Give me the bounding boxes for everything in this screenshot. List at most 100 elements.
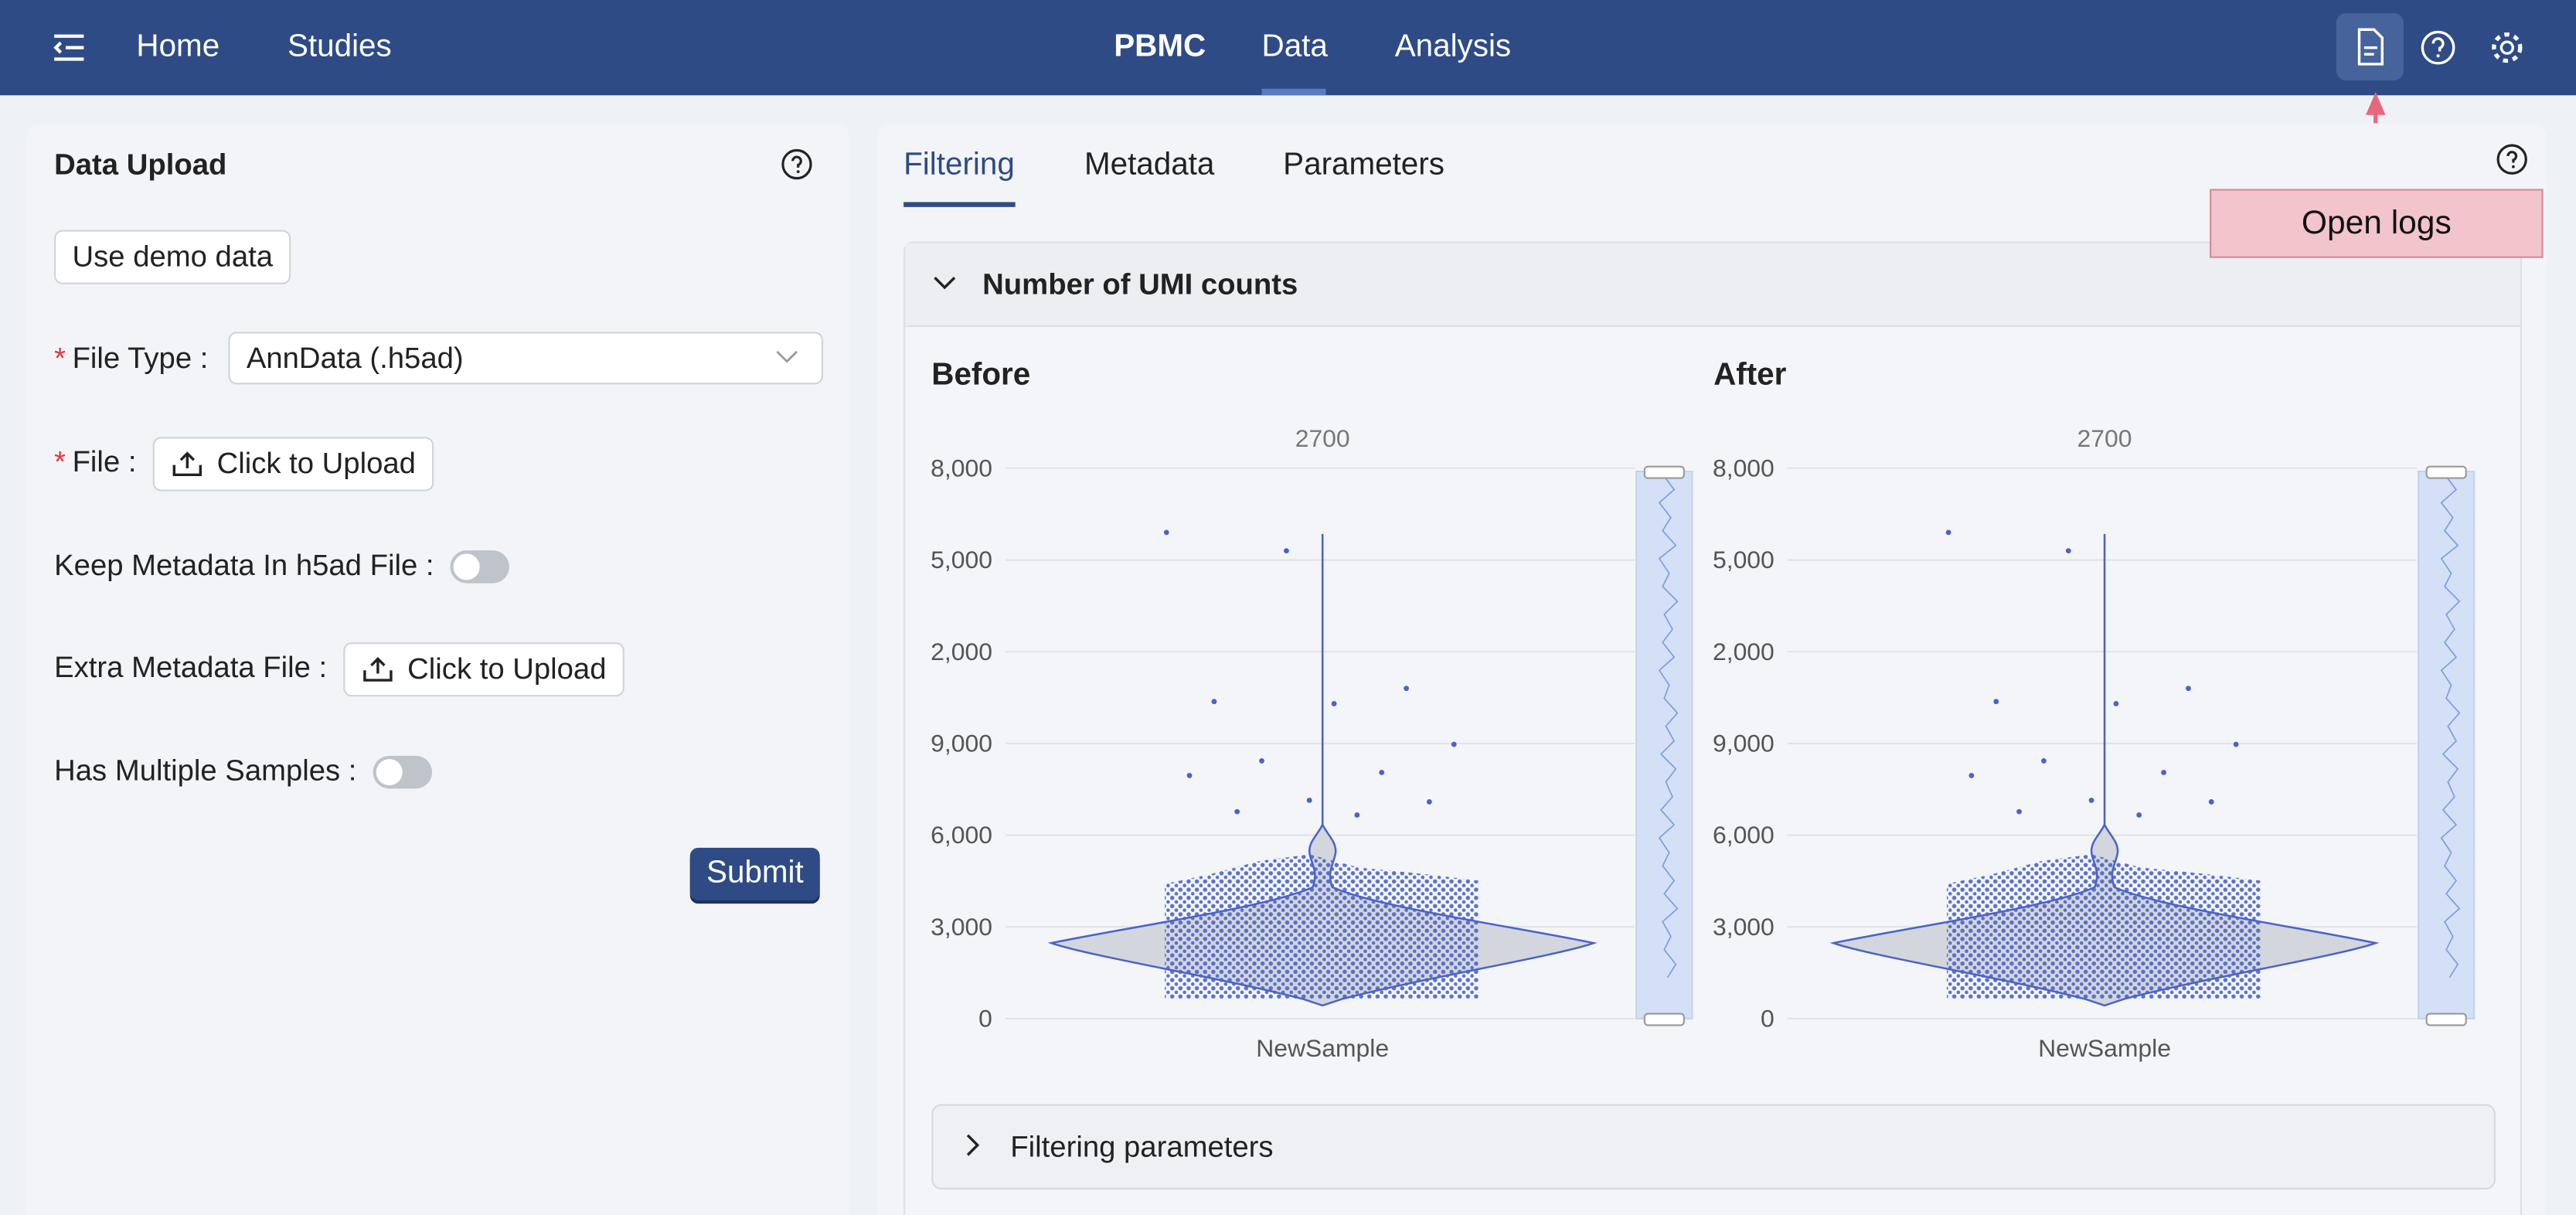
settings-icon[interactable]: [2489, 29, 2525, 66]
demo-button[interactable]: Use demo data: [54, 230, 291, 284]
outlier-point: [1284, 548, 1289, 554]
y-tick-label: 6,000: [931, 821, 992, 849]
outlier-point: [1451, 741, 1457, 747]
filtering-title: Filtering parameters: [1010, 1130, 1274, 1163]
select[interactable]: AnnData (.h5ad): [228, 332, 823, 385]
nav-item[interactable]: PBMC: [1114, 29, 1206, 64]
range-slider: [1635, 471, 1693, 1019]
field-label: * File :: [54, 445, 136, 480]
logs-button[interactable]: [2336, 13, 2404, 81]
label-text: Has Multiple Samples :: [54, 754, 357, 788]
upload-button[interactable]: Click to Upload: [152, 437, 434, 492]
chart-title: After: [1713, 358, 1787, 393]
collapse-header[interactable]: Number of UMI counts: [905, 243, 2520, 328]
y-tick-label: 9,000: [1713, 730, 1775, 757]
tab-indicator: [903, 202, 1016, 207]
outlier-point: [1379, 770, 1385, 775]
upload-button[interactable]: Click to Upload: [343, 642, 624, 697]
y-tick-label: 15,000: [1713, 546, 1775, 573]
count-label: 2700: [1295, 424, 1350, 452]
outlier-point: [1331, 701, 1337, 706]
y-tick-label: 3,000: [931, 913, 992, 941]
outlier-point: [1426, 799, 1432, 805]
panel-title: Data Upload: [54, 148, 227, 181]
navbar: Home Studies PBMC Data Analysis: [0, 0, 2576, 96]
nav-item[interactable]: Data: [1261, 29, 1328, 64]
y-tick-label: 3,000: [1713, 913, 1775, 941]
chart-title: Before: [931, 358, 1031, 393]
slider-handle: [1643, 1012, 1685, 1026]
nav-home[interactable]: Home: [136, 29, 220, 64]
tab[interactable]: Filtering: [903, 148, 1015, 182]
tooltip: Open logs: [2210, 189, 2544, 258]
menu-icon[interactable]: [51, 31, 87, 64]
chevron: [966, 1134, 980, 1156]
outlier-point: [1945, 529, 1952, 536]
outlier-point: [1186, 773, 1193, 778]
submit-button[interactable]: Submit: [689, 847, 821, 900]
count-label: 2700: [2077, 424, 2132, 452]
outlier-point: [2040, 758, 2047, 764]
x-tick-label: NewSample: [2038, 1034, 2171, 1062]
toggle[interactable]: [450, 550, 509, 584]
point-cloud: [1946, 854, 2261, 999]
collapse: Number of UMI counts: [903, 241, 2522, 1215]
outlier-point: [2186, 686, 2191, 692]
required-mark: *: [54, 342, 66, 375]
upload-panel: Data Upload Use demo data Submit * File T…: [26, 123, 849, 1215]
outlier-point: [1354, 812, 1360, 818]
select-value: AnnData (.h5ad): [246, 342, 464, 375]
outlier-point: [1993, 699, 1999, 705]
outlier-point: [2065, 548, 2071, 554]
range-slider: [2417, 471, 2476, 1019]
label-text: Keep Metadata In h5ad File :: [54, 548, 434, 582]
y-tick-label: 18,000: [931, 454, 992, 482]
upload-icon: [172, 451, 202, 477]
outlier-point: [2113, 701, 2119, 706]
field-label: Has Multiple Samples :: [54, 754, 356, 789]
help-icon[interactable]: [2420, 29, 2456, 66]
outlier-point: [2016, 808, 2022, 815]
slider-trace: [2440, 475, 2461, 978]
nav-studies[interactable]: Studies: [287, 29, 392, 64]
chart: 0 3,000 6,000 9,000 12,000 15,000 18,000 2700 Ne…: [931, 424, 1693, 1062]
required-mark: *: [54, 445, 66, 478]
y-tick-label: 12,000: [1713, 638, 1775, 665]
tab[interactable]: Parameters: [1283, 148, 1445, 182]
outlier-point: [1163, 529, 1169, 536]
slider-handle: [2425, 465, 2467, 479]
outlier-point: [2088, 798, 2094, 803]
slider-trace: [1658, 475, 1679, 978]
outlier-point: [1259, 758, 1264, 764]
slider-handle: [2425, 1012, 2467, 1026]
label-text: File Type :: [72, 342, 209, 375]
outlier-point: [1969, 773, 1975, 778]
outlier-point: [1211, 699, 1217, 705]
filtering-collapse[interactable]: Filtering parameters: [931, 1104, 2496, 1190]
y-tick-label: 15,000: [931, 546, 992, 573]
nav-indicator: [1261, 88, 1326, 96]
chart: 0 3,000 6,000 9,000 12,000 15,000 18,000 2700 Ne…: [1713, 424, 2476, 1062]
y-tick-label: 0: [978, 1005, 992, 1033]
nav-item[interactable]: Analysis: [1394, 29, 1512, 64]
outlier-point: [2208, 799, 2214, 805]
help-icon[interactable]: [781, 148, 814, 181]
y-tick-label: 6,000: [1713, 821, 1775, 849]
outlier-point: [2136, 812, 2142, 818]
help-icon[interactable]: [2496, 143, 2529, 176]
dropdown-arrow: [776, 350, 798, 363]
point-cloud: [1165, 854, 1479, 999]
label-text: File :: [72, 445, 137, 478]
toggle[interactable]: [373, 755, 433, 789]
tab[interactable]: Metadata: [1084, 148, 1215, 182]
chevron: [934, 277, 956, 290]
outlier-point: [1306, 798, 1312, 803]
slider-handle: [1643, 465, 1685, 479]
outlier-point: [2161, 770, 2166, 775]
label-text: Extra Metadata File :: [54, 650, 328, 684]
y-tick-label: 9,000: [931, 730, 992, 757]
field-label: * File Type :: [54, 342, 208, 376]
outlier-point: [1234, 808, 1240, 815]
upload-icon: [363, 657, 393, 682]
